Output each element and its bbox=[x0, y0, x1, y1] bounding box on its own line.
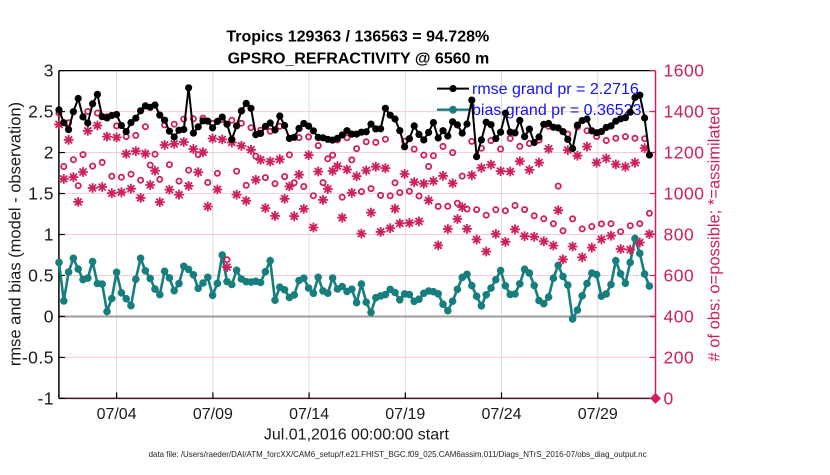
svg-text:1600: 1600 bbox=[664, 61, 705, 81]
svg-text:data file: /Users/raeder/DAI/A: data file: /Users/raeder/DAI/ATM_forcXX/… bbox=[149, 450, 647, 459]
svg-text:2.5: 2.5 bbox=[28, 102, 54, 122]
svg-text:200: 200 bbox=[664, 347, 695, 367]
svg-text:-1: -1 bbox=[37, 388, 54, 408]
svg-text:GPSRO_REFRACTIVITY @ 6560 m: GPSRO_REFRACTIVITY @ 6560 m bbox=[228, 50, 490, 67]
svg-text:rmse and bias (model - observa: rmse and bias (model - observation) bbox=[7, 102, 25, 366]
svg-text:Tropics 129363 / 136563 = 94.7: Tropics 129363 / 136563 = 94.728% bbox=[226, 29, 489, 46]
svg-text:07/24: 07/24 bbox=[481, 406, 521, 423]
svg-text:07/14: 07/14 bbox=[289, 406, 329, 423]
svg-text:0: 0 bbox=[44, 306, 54, 326]
svg-text:0: 0 bbox=[664, 388, 674, 408]
svg-text:# of obs: o=possible; *=assimi: # of obs: o=possible; *=assimilated bbox=[706, 107, 724, 362]
svg-text:07/04: 07/04 bbox=[97, 406, 137, 423]
svg-text:1200: 1200 bbox=[664, 143, 705, 163]
svg-text:1400: 1400 bbox=[664, 102, 705, 122]
svg-text:-0.5: -0.5 bbox=[22, 347, 54, 367]
svg-text:07/19: 07/19 bbox=[385, 406, 425, 423]
svg-text:1.5: 1.5 bbox=[28, 184, 54, 204]
svg-text:2: 2 bbox=[44, 143, 54, 163]
svg-text:rmse grand pr = 2.2716: rmse grand pr = 2.2716 bbox=[472, 81, 639, 98]
svg-text:1: 1 bbox=[44, 225, 54, 245]
svg-text:400: 400 bbox=[664, 306, 695, 326]
svg-text:800: 800 bbox=[664, 225, 695, 245]
svg-text:07/09: 07/09 bbox=[193, 406, 233, 423]
svg-text:07/29: 07/29 bbox=[578, 406, 618, 423]
svg-text:600: 600 bbox=[664, 265, 695, 285]
svg-text:bias grand pr = 0.36523: bias grand pr = 0.36523 bbox=[472, 102, 642, 119]
svg-text:Jul.01,2016 00:00:00 start: Jul.01,2016 00:00:00 start bbox=[264, 427, 450, 444]
svg-text:3: 3 bbox=[44, 61, 54, 81]
svg-text:0.5: 0.5 bbox=[28, 265, 54, 285]
svg-text:1000: 1000 bbox=[664, 184, 705, 204]
